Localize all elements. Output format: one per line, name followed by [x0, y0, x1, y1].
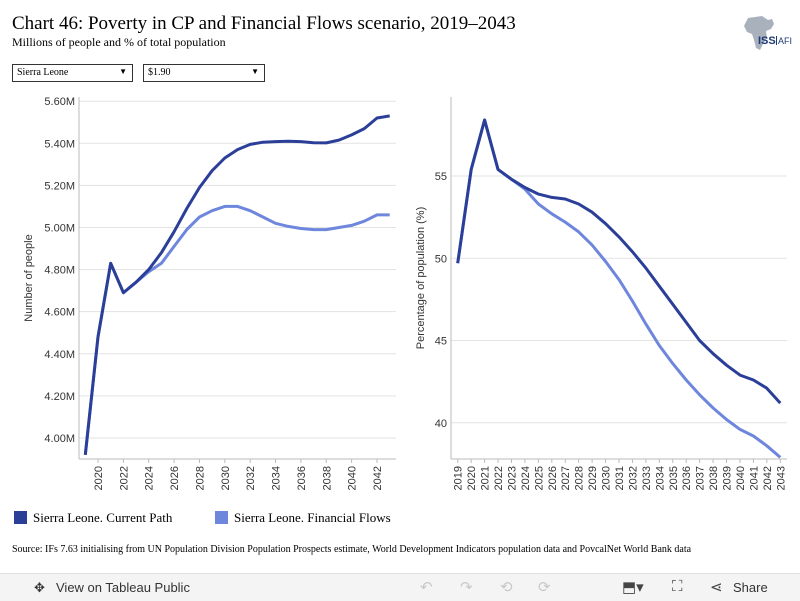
people-chart: 4.00M 4.20M 4.40M 4.60M 4.80M 5.00M 5.20M 5.40M… — [23, 96, 396, 490]
x-tick-label: 2043 — [775, 466, 787, 490]
x-tick-label: 2040 — [347, 466, 359, 490]
x-tick-label: 2028 — [194, 466, 206, 490]
chart-title: Chart 46: Poverty in CP and Financial Fl… — [12, 13, 516, 34]
undo-icon[interactable]: ↶ — [420, 579, 433, 596]
x-tick-label: 2034 — [271, 466, 283, 490]
y-tick-label: 5.60M — [44, 96, 75, 108]
y-tick-label: 4.00M — [44, 433, 75, 445]
x-tick-label: 2034 — [654, 466, 666, 490]
x-tick-label: 2032 — [245, 466, 257, 490]
x-tick-label: 2023 — [506, 466, 518, 490]
download-icon[interactable]: ⬒▾ — [622, 579, 644, 596]
legend-item-financial-flows[interactable]: Sierra Leone. Financial Flows — [215, 510, 391, 526]
x-tick-label: 2039 — [722, 466, 734, 490]
y-tick-label: 4.80M — [44, 265, 75, 277]
y-tick-label: 5.40M — [44, 138, 75, 150]
tableau-icon: ✥ — [34, 580, 45, 595]
x-tick-label: 2029 — [587, 466, 599, 490]
x-tick-label: 2024 — [520, 466, 532, 490]
x-tick-label: 2020 — [93, 466, 105, 490]
series-line-financial-flows — [456, 118, 782, 459]
y-axis-label: Percentage of population (%) — [415, 207, 427, 349]
legend-swatch-financial-flows — [215, 511, 228, 524]
x-tick-label: 2022 — [493, 466, 505, 490]
refresh-icon[interactable]: ⟳ — [538, 579, 551, 596]
y-tick-label: 50 — [435, 253, 447, 265]
revert-icon[interactable]: ⟲ — [500, 579, 513, 596]
chart-subtitle: Millions of people and % of total popula… — [12, 35, 226, 49]
country-dropdown[interactable]: Sierra Leone ▼ — [12, 64, 133, 82]
x-tick-label: 2042 — [372, 466, 384, 490]
chevron-down-icon: ▼ — [251, 67, 259, 76]
y-tick-label: 40 — [435, 418, 447, 430]
x-tick-label: 2030 — [220, 466, 232, 490]
x-tick-label: 2038 — [321, 466, 333, 490]
x-tick-label: 2026 — [547, 466, 559, 490]
x-tick-label: 2020 — [466, 466, 478, 490]
y-tick-label: 4.20M — [44, 391, 75, 403]
poverty-line-dropdown[interactable]: $1.90 ▼ — [143, 64, 265, 82]
x-tick-label: 2036 — [681, 466, 693, 490]
x-tick-label: 2026 — [169, 466, 181, 490]
percentage-chart: 40 45 50 55 2019 2020 2021 2022 2023 2024 2025 2026… — [415, 97, 787, 490]
fullscreen-icon[interactable]: ⛶ — [672, 578, 683, 595]
y-axis-label: Number of people — [23, 234, 35, 321]
legend-swatch-current-path — [14, 511, 27, 524]
y-tick-label: 5.20M — [44, 180, 75, 192]
legend-label-financial-flows: Sierra Leone. Financial Flows — [234, 510, 391, 525]
iss-afi-logo: ISS AFI — [744, 16, 792, 50]
x-tick-label: 2031 — [614, 466, 626, 490]
chevron-down-icon: ▼ — [119, 67, 127, 76]
x-tick-label: 2032 — [627, 466, 639, 490]
x-tick-label: 2021 — [480, 466, 492, 490]
x-tick-label: 2024 — [144, 466, 156, 490]
y-tick-label: 55 — [435, 171, 447, 183]
x-tick-label: 2022 — [118, 466, 130, 490]
legend-label-current-path: Sierra Leone. Current Path — [33, 510, 173, 525]
x-tick-label: 2035 — [668, 466, 680, 490]
country-dropdown-value: Sierra Leone — [17, 67, 69, 78]
source-note: Source: IFs 7.63 initialising from UN Po… — [12, 544, 692, 555]
poverty-line-dropdown-value: $1.90 — [148, 67, 171, 78]
y-tick-label: 45 — [435, 336, 447, 348]
x-tick-label: 2037 — [695, 466, 707, 490]
series-line-financial-flows — [83, 204, 390, 455]
series-line-current-path — [456, 118, 782, 405]
share-icon[interactable]: ⋖ — [710, 579, 723, 596]
svg-text:ISS: ISS — [758, 35, 776, 47]
tableau-toolbar: ✥ View on Tableau Public ↶ ↷ ⟲ ⟳ ⬒▾ ⛶ ⋖ … — [0, 573, 800, 601]
x-tick-label: 2025 — [533, 466, 545, 490]
x-tick-label: 2042 — [762, 466, 774, 490]
x-tick-label: 2041 — [748, 466, 760, 490]
x-tick-label: 2019 — [453, 466, 465, 490]
legend-item-current-path[interactable]: Sierra Leone. Current Path — [14, 510, 172, 526]
view-on-tableau-link[interactable]: View on Tableau Public — [56, 580, 190, 595]
x-tick-label: 2033 — [641, 466, 653, 490]
share-button[interactable]: Share — [733, 580, 768, 595]
x-tick-label: 2038 — [708, 466, 720, 490]
redo-icon[interactable]: ↷ — [460, 579, 473, 596]
x-tick-label: 2036 — [296, 466, 308, 490]
y-tick-label: 4.40M — [44, 349, 75, 361]
x-tick-label: 2040 — [735, 466, 747, 490]
x-tick-label: 2027 — [560, 466, 572, 490]
x-tick-label: 2028 — [574, 466, 586, 490]
svg-text:AFI: AFI — [778, 36, 792, 46]
y-tick-label: 5.00M — [44, 222, 75, 234]
series-line-current-path — [83, 114, 390, 455]
y-tick-label: 4.60M — [44, 307, 75, 319]
x-tick-label: 2030 — [601, 466, 613, 490]
